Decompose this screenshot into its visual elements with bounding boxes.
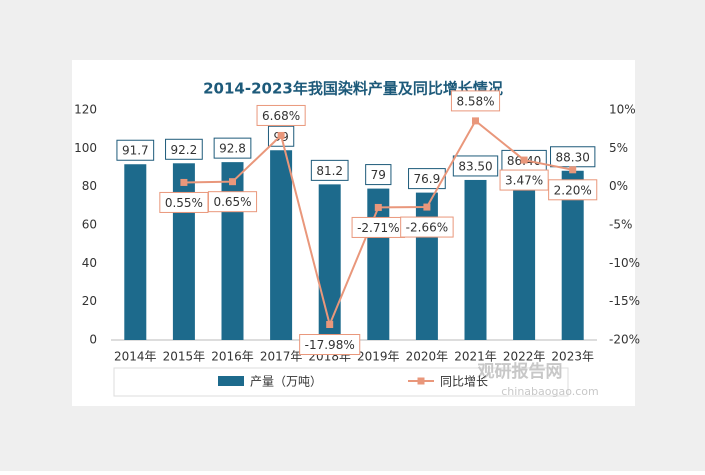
bar-label-box [165, 138, 203, 160]
bar [513, 174, 536, 340]
bar-label: 81.2 [316, 164, 343, 178]
y2-tick-label: -20% [609, 333, 640, 347]
y-tick-label: 40 [82, 256, 97, 270]
line-marker [374, 203, 382, 211]
line-label: 0.55% [165, 196, 203, 210]
bar [367, 188, 390, 340]
bar-label: 92.2 [171, 143, 198, 157]
line-label: -17.98% [305, 338, 355, 352]
line-label: 6.68% [262, 109, 300, 123]
x-tick-label: 2014年 [114, 350, 157, 364]
x-tick-label: 2016年 [211, 350, 254, 364]
line-label-box [548, 179, 598, 201]
line-marker [520, 156, 528, 164]
chart-title: 2014-2023年我国染料产量及同比增长情况 [203, 80, 503, 98]
line-marker [326, 321, 334, 329]
bar-label: 92.8 [219, 142, 246, 156]
bar-label-box [213, 137, 252, 159]
line-marker [180, 178, 188, 186]
legend-label: 产量（万吨） [250, 375, 322, 389]
y-tick-label: 0 [89, 333, 97, 347]
y-tick-label: 100 [74, 141, 97, 155]
line-label: 0.65% [213, 195, 251, 209]
y-tick-label: 80 [82, 179, 97, 193]
bar [221, 162, 244, 340]
legend-marker [417, 377, 425, 385]
legend-label: 同比增长 [440, 375, 488, 389]
legend-swatch [218, 376, 244, 386]
bar-label: 79 [371, 168, 386, 182]
y2-tick-label: 10% [609, 103, 636, 117]
line-label: 2.20% [554, 183, 592, 197]
bar [124, 164, 147, 340]
x-tick-label: 2017年 [260, 350, 303, 364]
y-tick-label: 120 [74, 103, 97, 117]
bar-label: 91.7 [122, 144, 149, 158]
line-marker [423, 203, 431, 211]
x-tick-label: 2020年 [406, 350, 449, 364]
x-tick-label: 2022年 [503, 350, 546, 364]
line-marker [229, 178, 236, 186]
line-label: -2.71% [357, 221, 399, 235]
watermark: 观研报告网 [477, 361, 563, 382]
line-label-box [450, 90, 501, 112]
line-marker [472, 117, 479, 125]
watermark-url: chinabaogao.com [501, 385, 599, 398]
y2-tick-label: -10% [609, 256, 640, 270]
line-label-box [207, 191, 258, 213]
line-marker [569, 166, 577, 174]
line-label-box [299, 334, 361, 356]
line-label: 3.47% [505, 174, 543, 188]
bar-label-box [365, 164, 392, 186]
line-label: 8.58% [456, 94, 494, 108]
y-tick-label: 60 [82, 218, 97, 232]
legend-box [113, 367, 569, 397]
line-label-box [400, 216, 454, 238]
line-marker [277, 131, 285, 139]
line-label-box [256, 104, 306, 126]
y2-tick-label: 5% [609, 141, 628, 155]
y-tick-label: 20 [82, 294, 97, 308]
bar-label-box [310, 159, 349, 181]
bar-label: 83.50 [458, 159, 492, 173]
y2-tick-label: 0% [609, 179, 628, 193]
bar [561, 170, 584, 340]
bar-label-box [452, 155, 499, 177]
line-label: -2.66% [406, 221, 448, 235]
x-tick-label: 2015年 [163, 350, 206, 364]
bar [464, 179, 487, 340]
bar-label-box [116, 139, 155, 161]
bar [415, 192, 438, 340]
bar-label: 88.30 [556, 150, 590, 164]
x-tick-label: 2021年 [454, 350, 497, 364]
y2-tick-label: -15% [609, 294, 640, 308]
y2-tick-label: -5% [609, 218, 632, 232]
x-tick-label: 2019年 [357, 350, 400, 364]
bar-label-box [408, 168, 446, 190]
x-tick-label: 2023年 [551, 350, 594, 364]
bar [318, 184, 341, 340]
bar [270, 150, 293, 340]
bar [172, 163, 195, 340]
bar-label: 76.9 [414, 172, 441, 186]
